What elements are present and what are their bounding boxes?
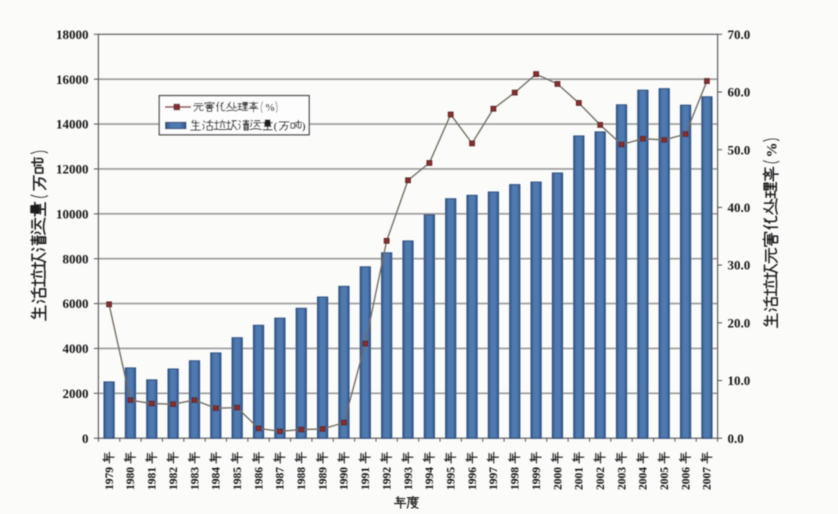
svg-text:1991: 1991 [360, 467, 372, 490]
svg-text:1998: 1998 [510, 467, 522, 490]
svg-text:2002: 2002 [595, 467, 607, 490]
svg-text:(: ( [274, 120, 278, 132]
svg-text:2003: 2003 [616, 467, 628, 490]
svg-text:10000: 10000 [56, 206, 89, 221]
svg-text:10.0: 10.0 [728, 373, 751, 388]
svg-text:16000: 16000 [56, 72, 89, 87]
svg-text:1994: 1994 [424, 467, 436, 490]
svg-text:1985: 1985 [232, 467, 244, 490]
svg-text:0: 0 [82, 431, 89, 446]
svg-text:1989: 1989 [317, 467, 329, 490]
svg-text:%: % [765, 143, 781, 158]
svg-text:%: % [265, 103, 276, 114]
svg-text:1983: 1983 [189, 467, 201, 490]
svg-text:1997: 1997 [488, 467, 500, 490]
svg-text:1996: 1996 [467, 467, 479, 490]
svg-text:1982: 1982 [168, 467, 180, 490]
svg-text:2001: 2001 [574, 467, 586, 490]
svg-text:2006: 2006 [680, 467, 692, 490]
svg-text:2004: 2004 [638, 467, 650, 490]
svg-text:2000: 2000 [552, 467, 564, 490]
svg-text:8000: 8000 [63, 251, 89, 266]
svg-text:): ) [302, 120, 306, 132]
svg-text:1980: 1980 [125, 467, 137, 490]
svg-text:60.0: 60.0 [728, 85, 751, 100]
svg-text:1995: 1995 [446, 467, 458, 490]
svg-text:1984: 1984 [211, 467, 223, 490]
svg-text:30.0: 30.0 [728, 258, 751, 273]
svg-text:50.0: 50.0 [728, 142, 751, 157]
svg-text:12000: 12000 [56, 162, 89, 177]
svg-text:18000: 18000 [56, 27, 89, 42]
svg-text:70.0: 70.0 [728, 27, 751, 42]
svg-text:2005: 2005 [659, 467, 671, 490]
svg-text:6000: 6000 [63, 296, 89, 311]
svg-text:1988: 1988 [296, 467, 308, 490]
svg-text:1981: 1981 [147, 467, 159, 490]
svg-text:1992: 1992 [381, 467, 393, 490]
svg-text:1990: 1990 [339, 467, 351, 490]
svg-text:40.0: 40.0 [728, 200, 751, 215]
svg-text:2007: 2007 [702, 467, 714, 490]
svg-text:1979: 1979 [104, 467, 116, 490]
svg-text:1987: 1987 [275, 467, 287, 490]
svg-text:14000: 14000 [56, 117, 89, 132]
svg-text:1993: 1993 [403, 467, 415, 490]
svg-text:1999: 1999 [531, 467, 543, 490]
svg-text:2000: 2000 [63, 386, 89, 401]
svg-text:20.0: 20.0 [728, 315, 751, 330]
svg-text:1986: 1986 [253, 467, 265, 490]
svg-text:4000: 4000 [63, 341, 89, 356]
svg-text:0.0: 0.0 [728, 431, 744, 446]
